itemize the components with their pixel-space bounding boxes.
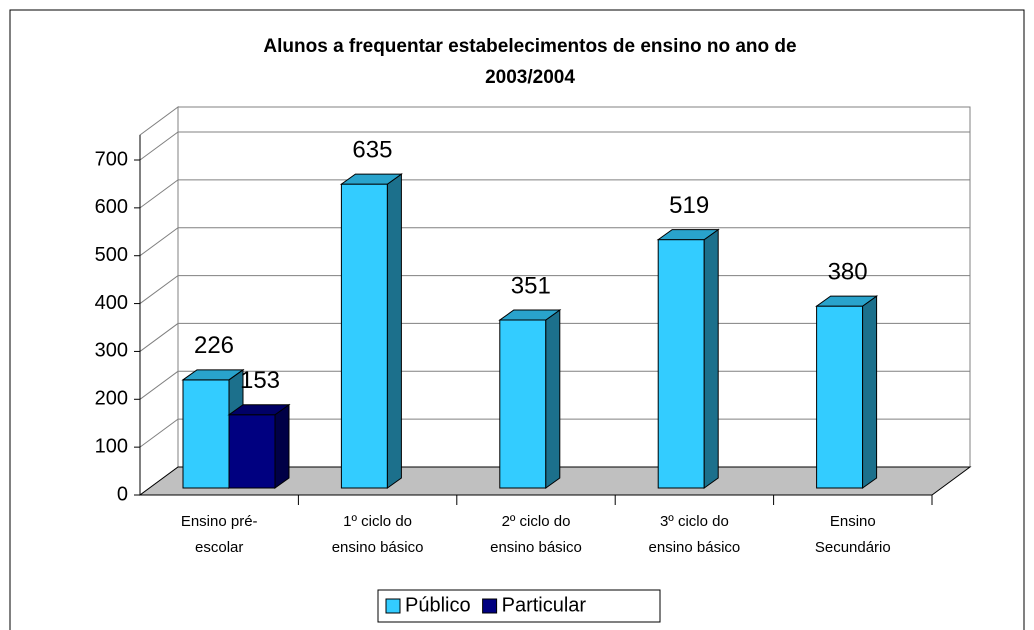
- bar-side: [862, 295, 878, 489]
- y-tick-label: 600: [95, 196, 128, 218]
- grid-line: [139, 131, 970, 161]
- bar: [227, 403, 291, 489]
- legend-label: Público: [405, 594, 471, 616]
- y-tick-label: 100: [95, 435, 128, 457]
- x-tick-label: Ensino pré-: [181, 513, 258, 530]
- y-tick-label: 400: [95, 292, 128, 314]
- data-label: 380: [828, 258, 868, 285]
- x-tick-label: 1º ciclo do: [343, 513, 412, 530]
- data-label: 519: [669, 192, 709, 219]
- legend-swatch: [482, 598, 498, 614]
- bar-side: [274, 403, 290, 489]
- bar-front: [182, 379, 230, 489]
- data-label: 635: [352, 136, 392, 163]
- bar-front: [228, 414, 276, 489]
- bar-front: [499, 319, 547, 489]
- bar: [498, 309, 562, 489]
- legend: [377, 589, 661, 623]
- x-tick-label: 3º ciclo do: [660, 513, 729, 530]
- bar-side: [545, 309, 561, 489]
- data-label: 153: [240, 367, 280, 394]
- chart-title: Alunos a frequentar estabelecimentos de …: [263, 36, 796, 57]
- x-tick-label: escolar: [195, 539, 243, 556]
- bar-top: [815, 295, 879, 307]
- bar-top: [498, 309, 562, 321]
- data-label: 351: [511, 272, 551, 299]
- y-tick-label: 700: [95, 148, 128, 170]
- bar-top: [181, 369, 245, 381]
- bar-side: [386, 173, 402, 489]
- legend-label: Particular: [502, 594, 587, 616]
- bar-top: [656, 229, 720, 241]
- bar: [339, 173, 403, 489]
- bar-top: [227, 404, 291, 416]
- data-label: 226: [194, 332, 234, 359]
- bar-top: [339, 173, 403, 185]
- left-wall: [139, 106, 179, 496]
- y-tick-label: 500: [95, 244, 128, 266]
- grid-line: [139, 227, 970, 257]
- x-tick-label: ensino básico: [490, 539, 582, 556]
- bar-front: [340, 183, 388, 489]
- bar-front: [816, 305, 864, 489]
- bar: [656, 228, 720, 489]
- x-tick-label: ensino básico: [649, 539, 741, 556]
- y-tick-label: 0: [117, 483, 128, 505]
- bar: [815, 295, 879, 489]
- x-tick-label: Secundário: [815, 539, 891, 556]
- grid-line: [139, 179, 970, 209]
- chart-title: 2003/2004: [485, 67, 575, 88]
- x-tick-label: 2º ciclo do: [502, 513, 571, 530]
- y-tick-label: 300: [95, 340, 128, 362]
- y-tick-label: 200: [95, 388, 128, 410]
- legend-swatch: [385, 598, 401, 614]
- x-tick-label: Ensino: [830, 513, 876, 530]
- bar-side: [703, 228, 719, 489]
- x-tick-label: ensino básico: [332, 539, 424, 556]
- bar-front: [657, 239, 705, 489]
- chart-frame: [9, 9, 1025, 630]
